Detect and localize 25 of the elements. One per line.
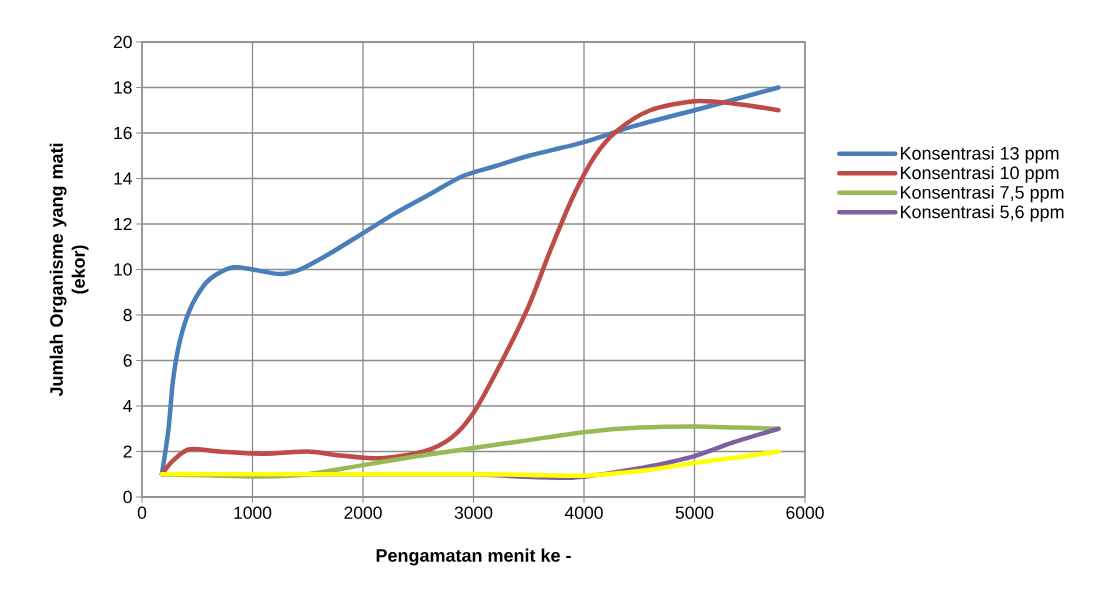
y-axis-title: Jumlah Organisme yang mati (ekor): [49, 143, 89, 397]
x-tick-label: 3000: [454, 506, 493, 519]
legend-label: Konsentrasi 13 ppm: [901, 146, 1059, 164]
y-tick-label: 14: [114, 172, 132, 185]
x-tick-label: 5000: [675, 506, 714, 519]
y-tick-label: 4: [123, 399, 132, 413]
y-tick-label: 0: [123, 490, 132, 504]
y-tick-label: 2: [123, 445, 132, 458]
x-tick-label: 6000: [786, 506, 824, 519]
legend-label: Konsentrasi 7,5 ppm: [901, 185, 1064, 203]
x-tick-label: 2000: [344, 506, 382, 519]
x-tick-label: 0: [137, 506, 147, 519]
y-tick-label: 8: [123, 308, 132, 322]
x-tick-label: 1000: [234, 506, 272, 519]
line-series: [159, 449, 781, 479]
y-tick-label: 6: [123, 354, 132, 367]
x-axis-title: Pengamatan menit ke -: [376, 548, 571, 566]
x-tick-label: 4000: [564, 506, 603, 519]
y-tick-label: 12: [114, 217, 132, 231]
legend-label: Konsentrasi 10 ppm: [901, 165, 1059, 183]
y-tick-label: 10: [114, 263, 132, 276]
legend-label: Konsentrasi 5,6 ppm: [901, 205, 1064, 222]
y-tick-label: 18: [114, 81, 132, 94]
y-tick-label: 16: [114, 126, 132, 140]
y-tick-label: 20: [113, 35, 132, 49]
